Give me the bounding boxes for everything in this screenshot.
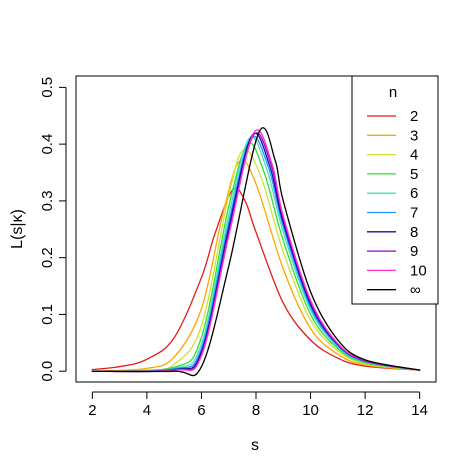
legend-label-5: 6	[410, 185, 418, 202]
legend-label-10: ∞	[410, 282, 421, 299]
y-axis-label: L(s|κ)	[9, 209, 26, 249]
legend-label-4: 5	[410, 166, 418, 183]
legend-label-3: 4	[410, 147, 418, 164]
x-tick-label: 10	[302, 402, 319, 419]
series-line-9	[91, 129, 421, 373]
series-line-1	[91, 187, 421, 371]
legend: n 2 3 4 5 6 7 8 9 10 ∞	[351, 75, 439, 305]
series-line-10	[91, 127, 421, 377]
x-tick-label: 4	[143, 402, 151, 419]
legend-label-2: 3	[410, 127, 418, 144]
x-tick-label: 14	[411, 402, 428, 419]
y-tick-label: 0.1	[39, 304, 56, 325]
y-tick-label: 0.0	[39, 361, 56, 382]
x-tick-label: 8	[252, 402, 260, 419]
x-tick-label: 6	[197, 402, 205, 419]
legend-label-6: 7	[410, 205, 418, 222]
legend-label-1: 2	[410, 108, 418, 125]
series-line-4	[91, 142, 421, 372]
y-tick-label: 0.5	[39, 77, 56, 98]
x-axis-label: s	[251, 437, 259, 454]
legend-label-8: 9	[410, 243, 418, 260]
series-line-6	[91, 135, 421, 373]
y-tick-label: 0.2	[39, 247, 56, 268]
legend-label-9: 10	[410, 262, 427, 279]
y-tick-label: 0.3	[39, 190, 56, 211]
series-line-3	[91, 148, 421, 372]
x-tick-label: 12	[357, 402, 374, 419]
legend-box	[351, 75, 439, 305]
legend-label-7: 8	[410, 224, 418, 241]
series-line-2	[91, 159, 421, 372]
series-line-5	[91, 136, 421, 372]
y-tick-label: 0.4	[39, 134, 56, 155]
legend-title: n	[389, 84, 397, 101]
x-tick-label: 2	[88, 402, 96, 419]
